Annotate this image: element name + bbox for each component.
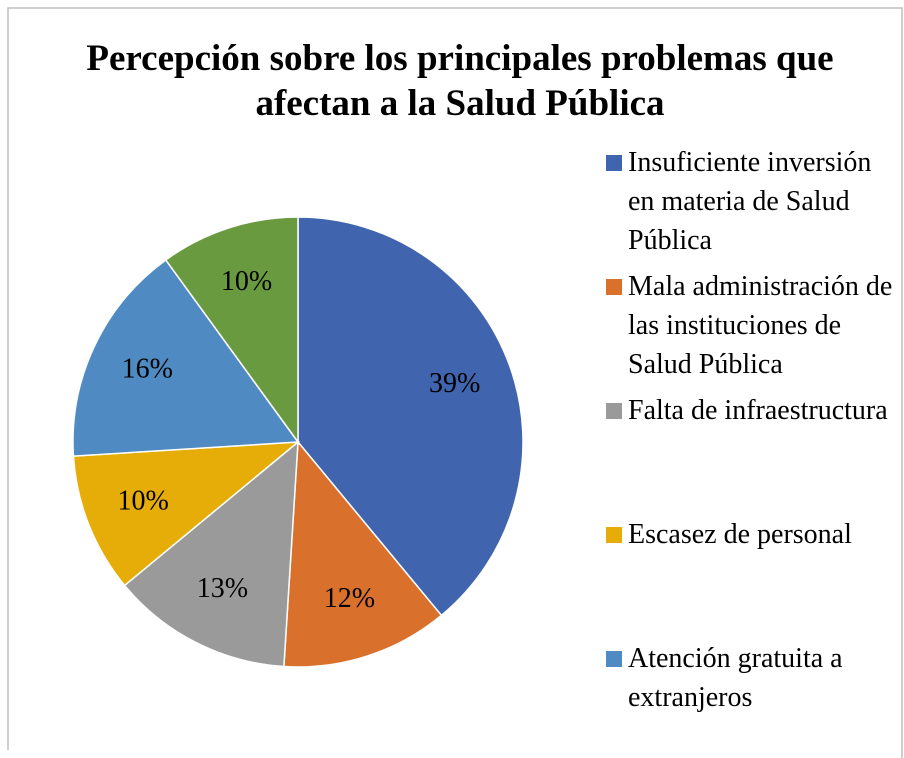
legend-swatch xyxy=(606,403,622,419)
legend-label: Insuficiente inversión en materia de Sal… xyxy=(628,147,872,256)
pie-slice xyxy=(72,441,301,587)
legend-label: Escasez de personal xyxy=(628,519,852,550)
legend-label: Mala administración de las instituciones… xyxy=(628,271,893,380)
legend-label: Falta de infraestructura xyxy=(628,395,888,426)
data-label: 16% xyxy=(122,354,173,385)
pie-slice xyxy=(72,258,300,457)
data-label: 13% xyxy=(197,573,248,604)
legend-label: Atención gratuita a extranjeros xyxy=(628,643,843,713)
data-label: 12% xyxy=(324,583,375,614)
data-label: 10% xyxy=(118,486,169,517)
pie-slice xyxy=(297,216,524,617)
legend-swatch xyxy=(606,279,622,295)
legend-swatch xyxy=(606,651,622,667)
pie-slice xyxy=(123,440,299,668)
data-label: 39% xyxy=(429,368,480,399)
legend-swatch xyxy=(606,155,622,171)
legend-swatch xyxy=(606,527,622,543)
pie-slice xyxy=(283,440,443,668)
chart-border xyxy=(7,7,903,758)
data-label: 10% xyxy=(221,266,272,297)
chart-title: Percepción sobre los principales problem… xyxy=(86,38,834,124)
pie-slice xyxy=(164,216,299,445)
